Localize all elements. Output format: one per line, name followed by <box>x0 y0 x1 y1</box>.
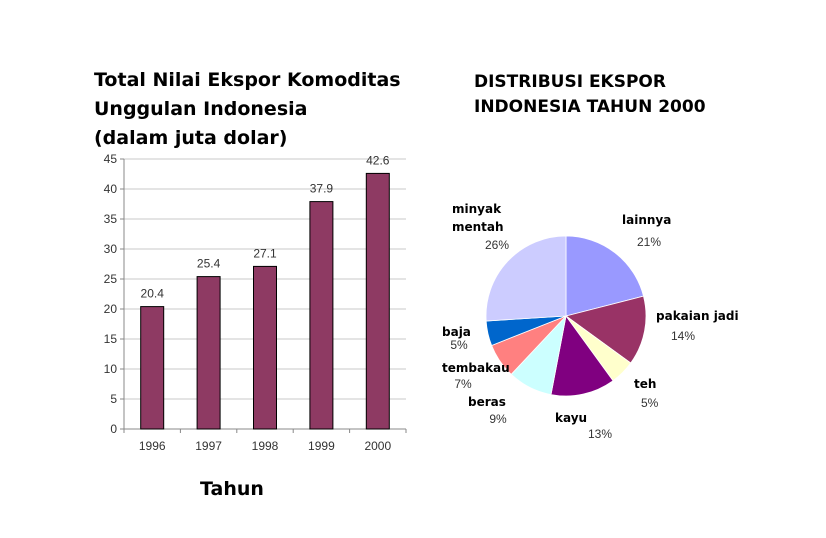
bar-value-label: 20.4 <box>141 287 165 301</box>
bar-2000 <box>365 172 390 430</box>
bar-x-axis-label: Tahun <box>200 478 264 500</box>
pie-slice-name-label: mentah <box>452 220 504 234</box>
bar-1999 <box>309 201 334 430</box>
pie-slice-pakaian-jadi <box>565 295 647 364</box>
bar-value-label: 42.6 <box>366 153 390 167</box>
x-tick-label: 2000 <box>364 439 391 453</box>
pie-slice-lainnya <box>565 235 644 317</box>
pie-slice-pct-label: 5% <box>450 338 468 352</box>
x-tick-label: 1996 <box>139 439 166 453</box>
pie-slice-name-label: minyak <box>452 202 502 216</box>
pie-slice-name-label: baja <box>442 325 471 339</box>
y-tick-label: 5 <box>110 392 117 406</box>
pie-slice-name-label: teh <box>634 377 656 391</box>
y-tick-label: 15 <box>104 332 118 346</box>
x-tick-label: 1997 <box>195 439 222 453</box>
pie-slice-tembakau <box>491 315 567 375</box>
pie-slice-baja <box>485 315 567 346</box>
pie-slice-pct-label: 26% <box>485 238 509 252</box>
pie-slice-pct-label: 14% <box>671 329 695 343</box>
pie-slice-pct-label: 21% <box>637 235 661 249</box>
bar-1996 <box>140 306 165 430</box>
pie-slice-name-label: beras <box>468 395 506 409</box>
y-tick-label: 40 <box>104 182 118 196</box>
pie-slice-teh <box>565 315 632 382</box>
pie-chart-title: DISTRIBUSI EKSPOR INDONESIA TAHUN 2000 <box>474 70 774 120</box>
pie-slice-pct-label: 7% <box>454 377 472 391</box>
pie-slice-pct-label: 5% <box>641 396 659 410</box>
bar-title-line-2: Unggulan Indonesia <box>94 98 308 120</box>
bar-value-label: 27.1 <box>253 246 277 260</box>
y-tick-label: 20 <box>104 302 118 316</box>
bar-1997 <box>196 276 221 430</box>
pie-slice-minyak-mentah <box>485 235 567 322</box>
pie-title-line-2: INDONESIA TAHUN 2000 <box>474 97 706 117</box>
pie-slice-name-label: kayu <box>555 411 587 425</box>
x-tick-label: 1998 <box>252 439 279 453</box>
bar-chart: 0 5 10 15 20 25 30 35 40 45 20.4 1996 25.4 1997 27.1 19… <box>104 152 407 453</box>
y-tick-label: 25 <box>104 272 118 286</box>
pie-slice-name-label: lainnya <box>622 213 671 227</box>
pie-slice-pct-label: 9% <box>489 412 507 426</box>
y-tick-label: 35 <box>104 212 118 226</box>
bar-chart-title: Total Nilai Ekspor Komoditas Unggulan In… <box>94 66 414 153</box>
y-tick-label: 0 <box>110 422 117 436</box>
x-tick-label: 1999 <box>308 439 335 453</box>
bar-value-label: 37.9 <box>310 182 334 196</box>
pie-slice-name-label: pakaian jadi <box>656 309 739 323</box>
pie-slice-beras <box>510 314 567 396</box>
pie-slice-kayu <box>550 315 614 397</box>
pie-slice-name-label: tembakau <box>442 361 510 375</box>
y-tick-label: 45 <box>104 152 118 166</box>
bar-title-line-1: Total Nilai Ekspor Komoditas <box>94 69 401 91</box>
bar-1998 <box>253 265 277 430</box>
bar-value-label: 25.4 <box>197 257 221 271</box>
y-tick-label: 30 <box>104 242 118 256</box>
bar-title-line-3: (dalam juta dolar) <box>94 127 288 149</box>
pie-slice-pct-label: 13% <box>588 427 612 441</box>
y-tick-label: 10 <box>104 362 118 376</box>
pie-title-line-1: DISTRIBUSI EKSPOR <box>474 72 666 92</box>
